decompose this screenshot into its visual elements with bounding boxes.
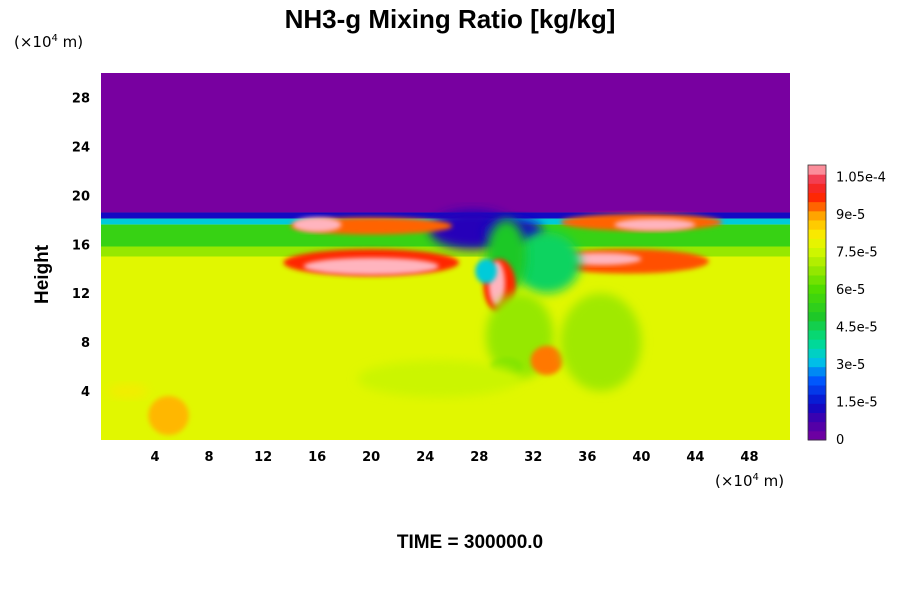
colorbar-segment xyxy=(808,192,826,203)
colorbar-segment xyxy=(808,320,826,331)
x-tick-label: 12 xyxy=(254,450,272,465)
colorbar-segment xyxy=(808,348,826,358)
y-tick-label: 12 xyxy=(72,287,90,302)
chart-title: NH3-g Mixing Ratio [kg/kg] xyxy=(284,4,616,34)
colorbar xyxy=(807,164,827,441)
colorbar-segment xyxy=(808,201,826,212)
colorbar-segment xyxy=(808,330,826,340)
x-tick-label: 20 xyxy=(362,450,380,465)
colorbar-segment xyxy=(808,339,826,349)
colorbar-segment xyxy=(808,311,826,322)
colorbar-tick-label: 6e-5 xyxy=(836,283,865,298)
field-upper-layer xyxy=(101,73,790,213)
y-tick-label: 8 xyxy=(81,336,90,351)
colorbar-segment xyxy=(808,238,826,248)
colorbar-segment xyxy=(808,247,826,258)
y-tick-label: 28 xyxy=(72,91,90,106)
colorbar-segment xyxy=(808,265,826,276)
heatmap-field xyxy=(101,73,790,440)
x-tick-label: 4 xyxy=(151,450,160,465)
y-tick-label: 16 xyxy=(72,238,90,253)
colorbar-tick-label: 4.5e-5 xyxy=(836,321,878,336)
x-tick-label: 36 xyxy=(578,450,596,465)
field-feature xyxy=(560,293,642,392)
field-feature xyxy=(303,257,439,275)
field-feature xyxy=(148,395,189,436)
y-tick-label: 20 xyxy=(72,189,90,204)
x-tick-label: 44 xyxy=(686,450,704,465)
x-tick-label: 16 xyxy=(308,450,326,465)
colorbar-tick-label: 3e-5 xyxy=(836,358,865,373)
colorbar-segment xyxy=(808,165,826,175)
field-feature xyxy=(107,383,149,399)
y-tick-label: 24 xyxy=(72,140,90,155)
field-feature xyxy=(292,217,342,233)
colorbar-segment xyxy=(808,385,826,395)
colorbar-ticks: 0 1.5e-5 3e-5 4.5e-5 6e-5 7.5e-5 9e-5 1.05e-4 xyxy=(836,171,886,449)
field-feature xyxy=(475,258,497,284)
colorbar-segment xyxy=(808,275,826,285)
colorbar-segment xyxy=(808,220,826,230)
colorbar-segment xyxy=(808,421,826,432)
x-axis-unit: (×104 m) xyxy=(715,472,785,490)
x-tick-label: 8 xyxy=(205,450,214,465)
field-feature xyxy=(513,232,581,294)
field-feature xyxy=(357,360,520,398)
colorbar-segment xyxy=(808,430,826,441)
field-transition xyxy=(101,246,790,257)
colorbar-segment xyxy=(808,302,826,313)
colorbar-frame xyxy=(807,164,827,441)
field-feature xyxy=(530,345,564,376)
colorbar-segment xyxy=(808,403,826,413)
x-tick-label: 40 xyxy=(632,450,650,465)
x-tick-label: 32 xyxy=(524,450,542,465)
colorbar-segment xyxy=(808,357,826,368)
colorbar-segment xyxy=(808,183,826,193)
colorbar-tick-label: 7.5e-5 xyxy=(836,246,878,261)
colorbar-tick-label: 1.05e-4 xyxy=(836,171,886,186)
colorbar-segment xyxy=(808,284,826,294)
field-feature xyxy=(560,252,642,266)
x-tick-label: 24 xyxy=(416,450,434,465)
colorbar-tick-label: 1.5e-5 xyxy=(836,396,878,411)
colorbar-segment xyxy=(808,229,826,239)
y-axis-ticks: 4 8 12 16 20 24 28 xyxy=(72,91,90,400)
x-tick-label: 48 xyxy=(740,450,758,465)
colorbar-tick-label: 0 xyxy=(836,433,844,448)
colorbar-segment xyxy=(808,210,826,221)
colorbar-segment xyxy=(808,174,826,184)
x-axis-ticks: 4 8 12 16 20 24 28 32 36 40 44 48 xyxy=(151,450,759,465)
y-tick-label: 4 xyxy=(81,385,90,400)
colorbar-segment xyxy=(808,293,826,303)
colorbar-segment xyxy=(808,366,826,377)
colorbar-segment xyxy=(808,256,826,267)
y-axis-unit: (×104 m) xyxy=(14,33,84,51)
colorbar-segment xyxy=(808,412,826,423)
colorbar-segment xyxy=(808,375,826,386)
colorbar-segment xyxy=(808,394,826,404)
time-label: TIME = 300000.0 xyxy=(396,532,544,553)
field-feature xyxy=(614,218,696,231)
colorbar-tick-label: 9e-5 xyxy=(836,208,865,223)
x-tick-label: 28 xyxy=(470,450,488,465)
